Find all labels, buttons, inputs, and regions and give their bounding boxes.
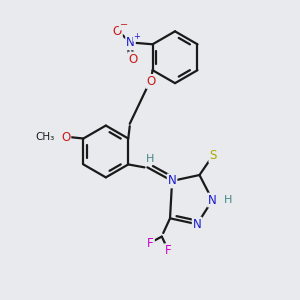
- Text: F: F: [147, 236, 154, 250]
- Text: CH₃: CH₃: [35, 132, 54, 142]
- Text: O: O: [112, 25, 122, 38]
- Text: +: +: [134, 32, 140, 41]
- Text: N: N: [193, 218, 202, 231]
- Text: N: N: [126, 36, 135, 49]
- Text: H: H: [224, 195, 232, 205]
- Text: F: F: [165, 244, 172, 257]
- Text: H: H: [146, 154, 154, 164]
- Text: N: N: [208, 194, 217, 207]
- Text: O: O: [129, 52, 138, 65]
- Text: O: O: [146, 75, 156, 88]
- Text: S: S: [209, 149, 217, 162]
- Text: O: O: [61, 130, 70, 143]
- Text: −: −: [120, 20, 128, 30]
- Text: N: N: [168, 174, 176, 188]
